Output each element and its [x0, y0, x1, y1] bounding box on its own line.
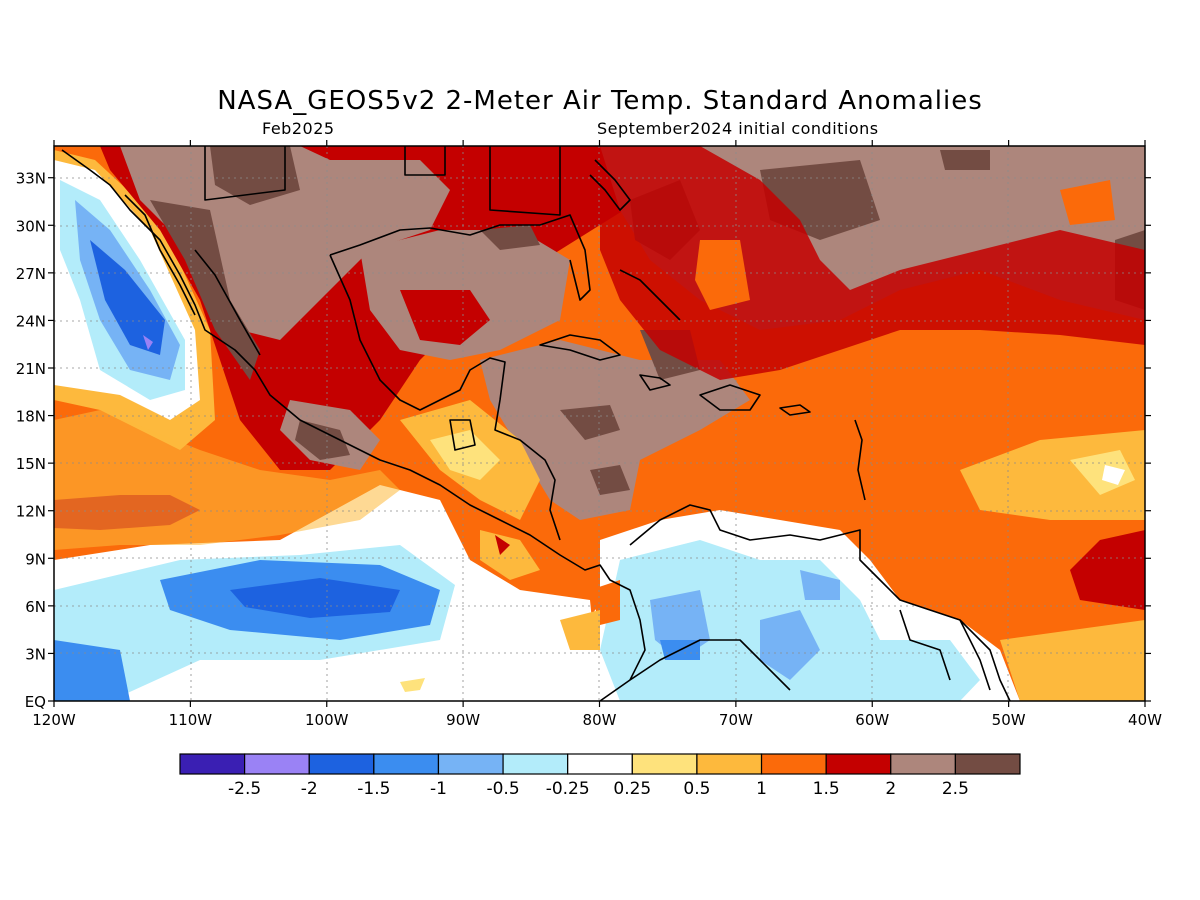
colorbar-swatch [631, 753, 698, 775]
graticule [54, 146, 1145, 701]
coastlines [61, 146, 1011, 701]
colorbar-swatch [696, 753, 763, 775]
colorbar-label: -1 [430, 779, 447, 799]
lat-label: 21N [16, 360, 46, 378]
colorbar-swatch [760, 753, 827, 775]
lon-label: 100W [305, 711, 349, 729]
lat-label: 24N [16, 312, 46, 330]
lat-label: EQ [25, 693, 46, 711]
latitude-axis: 33N 30N 27N 24N 21N 18N 15N 12N 9N 6N 3N EQ [16, 170, 1151, 711]
lat-label: 27N [16, 265, 46, 283]
initial-conditions: September2024 initial conditions [597, 119, 879, 138]
colorbar-label: 0.5 [683, 779, 710, 799]
lon-label: 90W [446, 711, 480, 729]
colorbar-swatch [954, 753, 1021, 775]
lat-label: 33N [16, 170, 46, 188]
colorbar-label: 1.5 [813, 779, 840, 799]
lat-label: 6N [25, 598, 46, 616]
anomaly-field [54, 146, 1145, 701]
colorbar-swatch [890, 753, 956, 775]
lon-label: 60W [855, 711, 889, 729]
colorbar-swatch [244, 753, 310, 775]
lat-label: 12N [16, 503, 46, 521]
colorbar-swatch [567, 753, 633, 775]
lon-label: 50W [992, 711, 1026, 729]
colorbar: -2.5 -2 -1.5 -1 -0.5 -0.25 0.25 0.5 1 1.5 2 2.5 [179, 753, 1021, 799]
colorbar-label: -2 [301, 779, 318, 799]
lat-label: 3N [25, 645, 46, 663]
colorbar-swatch [179, 753, 246, 775]
colorbar-label: 1 [756, 779, 767, 799]
lat-label: 9N [25, 550, 46, 568]
colorbar-label: 0.25 [613, 779, 651, 799]
lon-label: 110W [169, 711, 213, 729]
longitude-axis: 120W 110W 100W 90W 80W 70W 60W 50W 40W [32, 140, 1162, 729]
colorbar-swatch [437, 753, 504, 775]
forecast-month: Feb2025 [262, 119, 335, 138]
lon-label: 120W [32, 711, 76, 729]
lon-label: 40W [1128, 711, 1162, 729]
colorbar-label: -1.5 [357, 779, 390, 799]
lat-label: 18N [16, 408, 46, 426]
colorbar-label: 2 [885, 779, 896, 799]
lat-label: 15N [16, 455, 46, 473]
colorbar-swatch [373, 753, 440, 775]
colorbar-swatch [502, 753, 569, 775]
colorbar-label: -2.5 [228, 779, 261, 799]
lon-label: 70W [719, 711, 753, 729]
colorbar-swatch [308, 753, 375, 775]
lon-label: 80W [583, 711, 617, 729]
colorbar-label: 2.5 [942, 779, 969, 799]
colorbar-label: -0.5 [486, 779, 519, 799]
colorbar-swatch [825, 753, 892, 775]
map-title: NASA_GEOS5v2 2-Meter Air Temp. Standard … [217, 86, 983, 116]
colorbar-label: -0.25 [546, 779, 590, 799]
lat-label: 30N [16, 217, 46, 235]
